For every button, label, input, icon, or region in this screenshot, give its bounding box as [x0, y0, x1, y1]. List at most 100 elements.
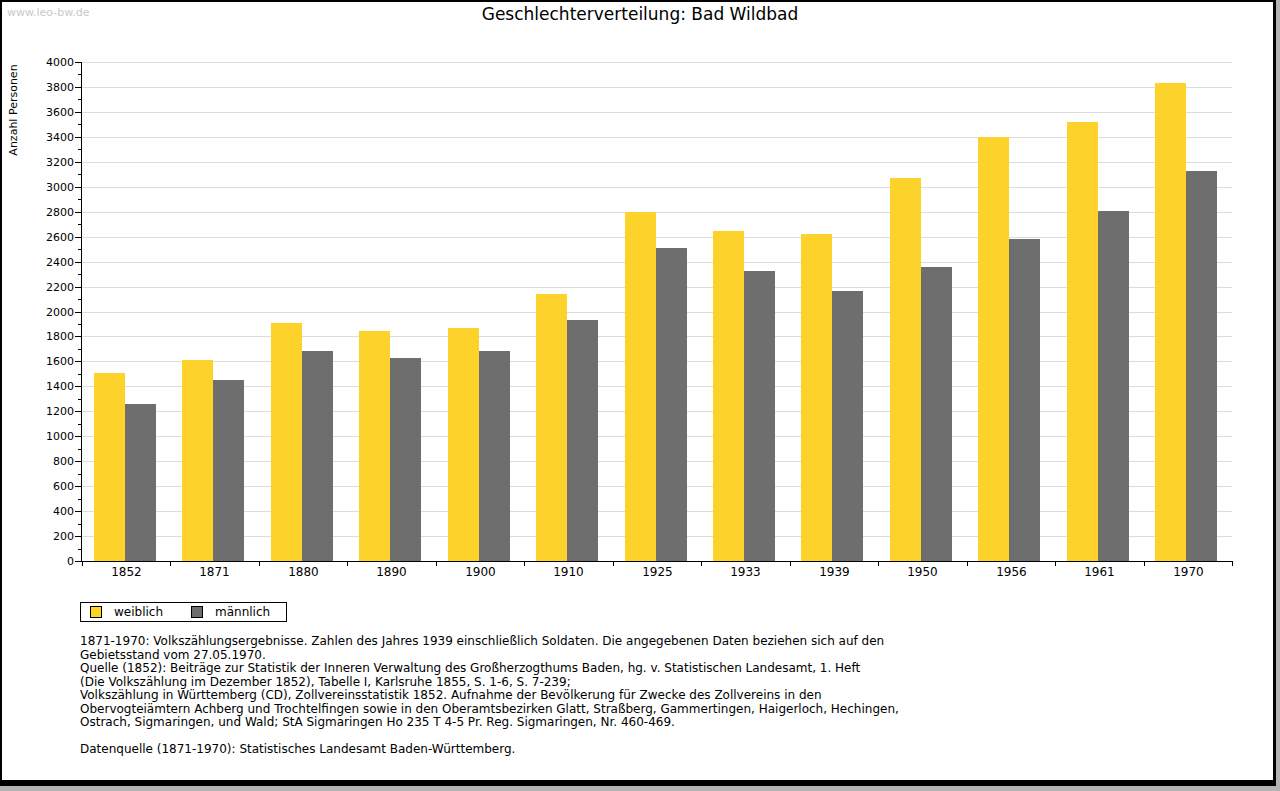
- y-tick: [78, 274, 81, 275]
- x-tick-label: 1910: [524, 565, 613, 579]
- gridline: [82, 112, 1232, 113]
- bar-männlich-1900: [479, 351, 510, 561]
- bar-weiblich-1933: [713, 231, 744, 561]
- y-tick: [75, 87, 81, 88]
- y-tick: [75, 112, 81, 113]
- y-tick: [75, 187, 81, 188]
- y-tick: [78, 349, 81, 350]
- gridline: [82, 162, 1232, 163]
- y-tick: [78, 249, 81, 250]
- bar-weiblich-1950: [890, 178, 921, 561]
- y-tick-label: 1800: [28, 330, 74, 343]
- y-tick: [78, 149, 81, 150]
- y-tick: [78, 374, 81, 375]
- y-tick-label: 2800: [28, 206, 74, 219]
- footer-source-line: Gebietsstand vom 27.05.1970.: [80, 649, 899, 663]
- bar-männlich-1890: [390, 358, 421, 561]
- footer-source-line: Ostrach, Sigmaringen, und Wald; StA Sigm…: [80, 716, 899, 730]
- footer-spacer: [80, 730, 899, 744]
- x-tick-label: 1880: [259, 565, 348, 579]
- y-tick-label: 3800: [28, 81, 74, 94]
- footer-notes: 1871-1970: Volkszählungsergebnisse. Zahl…: [80, 635, 899, 757]
- y-tick: [75, 287, 81, 288]
- x-tick-label: 1961: [1055, 565, 1144, 579]
- bar-weiblich-1880: [271, 323, 302, 561]
- legend-label-weiblich: weiblich: [114, 605, 163, 619]
- bar-männlich-1970: [1186, 171, 1217, 561]
- y-tick: [78, 549, 81, 550]
- bar-weiblich-1961: [1067, 122, 1098, 561]
- y-tick-label: 2400: [28, 256, 74, 269]
- bar-weiblich-1910: [536, 294, 567, 561]
- y-tick: [78, 449, 81, 450]
- y-tick: [75, 486, 81, 487]
- y-tick-label: 3200: [28, 156, 74, 169]
- y-tick-label: 1400: [28, 380, 74, 393]
- footer-source-line: Obervogteiämtern Achberg und Trochtelfin…: [80, 703, 899, 717]
- gridline: [82, 137, 1232, 138]
- bar-weiblich-1925: [625, 212, 656, 561]
- y-tick: [78, 99, 81, 100]
- y-axis-label: Anzahl Personen: [7, 35, 21, 185]
- y-tick-label: 600: [28, 480, 74, 493]
- y-tick-label: 2600: [28, 231, 74, 244]
- y-tick: [75, 137, 81, 138]
- footer-source-line: Quelle (1852): Beiträge zur Statistik de…: [80, 662, 899, 676]
- y-tick-label: 2200: [28, 281, 74, 294]
- y-tick-label: 2000: [28, 306, 74, 319]
- legend-item-weiblich: weiblich: [90, 605, 163, 619]
- legend-swatch-männlich: [191, 606, 203, 618]
- gridline: [82, 62, 1232, 63]
- legend-box: weiblich männlich: [80, 602, 287, 622]
- footer-datasource-line: Datenquelle (1871-1970): Statistisches L…: [80, 743, 899, 757]
- bar-männlich-1950: [921, 267, 952, 561]
- legend-label-männlich: männlich: [215, 605, 270, 619]
- y-tick: [75, 162, 81, 163]
- y-tick-label: 1600: [28, 355, 74, 368]
- bar-männlich-1956: [1009, 239, 1040, 561]
- bar-weiblich-1900: [448, 328, 479, 561]
- y-tick-label: 200: [28, 530, 74, 543]
- y-tick: [78, 524, 81, 525]
- x-tick-label: 1925: [613, 565, 702, 579]
- y-tick: [75, 212, 81, 213]
- y-tick: [75, 312, 81, 313]
- y-tick: [75, 361, 81, 362]
- y-tick-label: 0: [28, 555, 74, 568]
- bar-männlich-1852: [125, 404, 156, 561]
- x-tick-label: 1956: [967, 565, 1056, 579]
- bar-männlich-1910: [567, 320, 598, 561]
- bar-männlich-1961: [1098, 211, 1129, 561]
- bar-weiblich-1956: [978, 137, 1009, 561]
- footer-source-line: 1871-1970: Volkszählungsergebnisse. Zahl…: [80, 635, 899, 649]
- y-tick-label: 4000: [28, 56, 74, 69]
- bar-weiblich-1852: [94, 373, 125, 561]
- x-tick-label: 1890: [347, 565, 436, 579]
- bar-weiblich-1939: [801, 234, 832, 561]
- bar-männlich-1939: [832, 291, 863, 561]
- footer-source-line: Volkszählung in Württemberg (CD), Zollve…: [80, 689, 899, 703]
- legend-item-männlich: männlich: [191, 605, 270, 619]
- y-tick: [75, 461, 81, 462]
- y-tick: [75, 436, 81, 437]
- y-tick-label: 3600: [28, 106, 74, 119]
- bar-männlich-1871: [213, 380, 244, 561]
- y-tick-label: 400: [28, 505, 74, 518]
- y-tick: [78, 324, 81, 325]
- gridline: [82, 212, 1232, 213]
- chart-page: www.leo-bw.de Geschlechterverteilung: Ba…: [0, 0, 1280, 791]
- y-tick: [75, 536, 81, 537]
- y-tick-label: 1200: [28, 405, 74, 418]
- y-tick: [75, 511, 81, 512]
- gridline: [82, 237, 1232, 238]
- y-tick: [75, 386, 81, 387]
- x-tick-label: 1933: [701, 565, 790, 579]
- y-tick: [78, 124, 81, 125]
- y-tick: [78, 224, 81, 225]
- y-tick: [75, 336, 81, 337]
- bar-weiblich-1871: [182, 360, 213, 561]
- gridline: [82, 187, 1232, 188]
- y-tick: [78, 74, 81, 75]
- x-tick-label: 1939: [790, 565, 879, 579]
- y-tick: [78, 299, 81, 300]
